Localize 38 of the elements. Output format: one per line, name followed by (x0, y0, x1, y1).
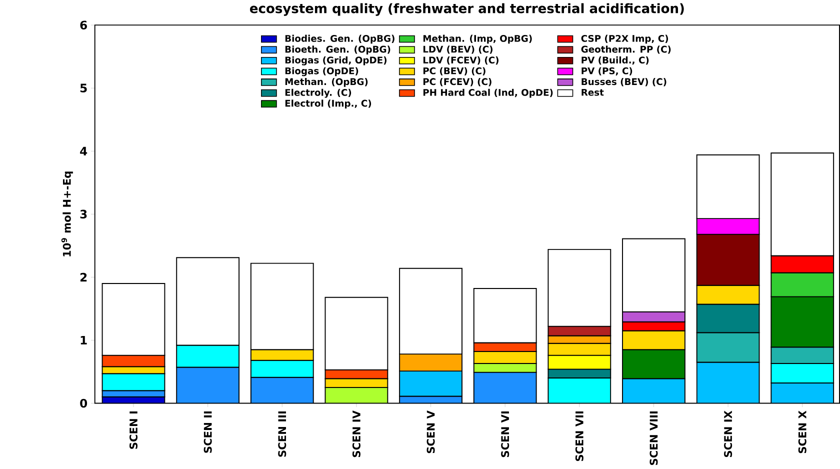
legend-label: PV (Build., C) (582, 56, 649, 65)
x-tick-label: SCEN II (204, 411, 212, 453)
x-tick-label: SCEN V (426, 410, 435, 454)
y-tick-label: 5 (80, 84, 87, 92)
x-tick-label: SCEN IV (352, 410, 360, 458)
legend-label: Methan. (OpBG) (285, 78, 368, 87)
legend-label: Bioeth. Gen. (OpBG) (285, 46, 390, 54)
legend-label: PC (BEV) (C) (423, 67, 486, 76)
legend-label: PH Hard Coal (Ind, OpDE) (423, 88, 553, 98)
y-axis-title: 10$^{9}$ mol H+-Eq (61, 172, 73, 256)
y-tick-label: 6 (80, 20, 87, 30)
y-tick-label: 0 (80, 398, 88, 408)
legend-label: Biogas (Grid, OpDE) (285, 56, 386, 66)
legend-label: Biodies. Gen. (OpBG) (285, 34, 394, 44)
legend-label: LDV (BEV) (C) (423, 46, 492, 54)
y-tick-label: 1 (80, 336, 87, 344)
legend-label: Geotherm. PP (C) (581, 46, 671, 54)
legend-label: CSP (P2X Imp, C) (581, 34, 668, 44)
chart-title: ecosystem quality (freshwater and terrestrial acidification) (250, 3, 684, 16)
x-tick-label: SCEN IX (724, 410, 732, 458)
x-tick-label: SCEN III (278, 411, 286, 457)
legend-label: Biogas (OpDE) (285, 67, 358, 76)
legend-label: Busses (BEV) (C) (582, 78, 666, 86)
x-tick-label: SCEN VIII (650, 411, 658, 465)
legend-label: LDV (FCEV) (C) (423, 56, 498, 65)
legend-label: Methan. (Imp, OpBG) (423, 34, 532, 44)
y-tick-label: 2 (80, 272, 87, 282)
y-tick-label: 4 (80, 146, 88, 156)
legend-label: PV (PS, C) (582, 67, 632, 76)
legend-label: Electrol (Imp., C) (285, 100, 372, 109)
x-tick-label: SCEN X (798, 410, 806, 454)
x-tick-label: SCEN VI (501, 411, 510, 458)
legend-label: Rest (582, 89, 604, 96)
legend-label: Electroly. (C) (285, 88, 352, 98)
x-tick-label: SCEN I (130, 411, 138, 449)
x-tick-label: SCEN VII (575, 411, 584, 462)
legend-label: PC (FCEV) (C) (423, 78, 492, 86)
y-tick-label: 3 (80, 210, 87, 219)
